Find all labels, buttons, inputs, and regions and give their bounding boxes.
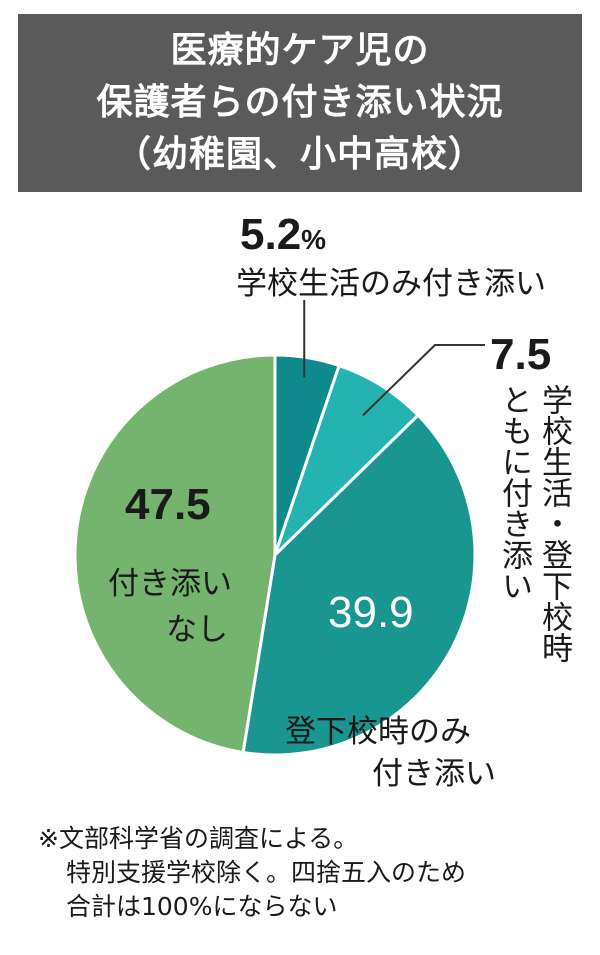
footnote-line-2: 特別支援学校除く。四捨五入のため <box>66 858 467 887</box>
slice-2-label-line-1: 学校生活・登下校時 <box>536 384 572 663</box>
title-line-1: 医療的ケア児の <box>170 30 430 71</box>
chart-title: 医療的ケア児の 保護者らの付き添い状況 （幼稚園、小中高校） <box>18 14 582 192</box>
slice-2-label-line-2: ともに付き添い <box>496 384 532 601</box>
footnote: ※文部科学省の調査による。 特別支援学校除く。四捨五入のため 合計は100%にな… <box>38 822 466 924</box>
footnote-line-3: 合計は100%にならない <box>66 892 338 921</box>
slice-1-value: 5.2% <box>240 210 327 259</box>
pie-slice-4 <box>73 353 277 755</box>
pie-slice-3 <box>241 413 477 757</box>
title-line-3: （幼稚園、小中高校） <box>114 134 485 175</box>
slice-2-value: 7.5 <box>490 330 552 379</box>
slice-4-label-line-2: なし <box>166 612 228 648</box>
leader-line-slice-2 <box>362 344 485 417</box>
slice-3-value: 39.9 <box>328 588 414 637</box>
slice-4-label-line-1: 付き添い <box>108 566 232 602</box>
slice-3-label-line-1: 登下校時のみ <box>285 714 471 750</box>
slice-1-label: 学校生活のみ付き添い <box>236 266 546 302</box>
title-line-2: 保護者らの付き添い状況 <box>96 82 504 123</box>
footnote-line-1: ※文部科学省の調査による。 <box>38 824 359 853</box>
slice-4-value: 47.5 <box>125 480 211 529</box>
slice-3-label-line-2: 付き添い <box>372 756 496 792</box>
